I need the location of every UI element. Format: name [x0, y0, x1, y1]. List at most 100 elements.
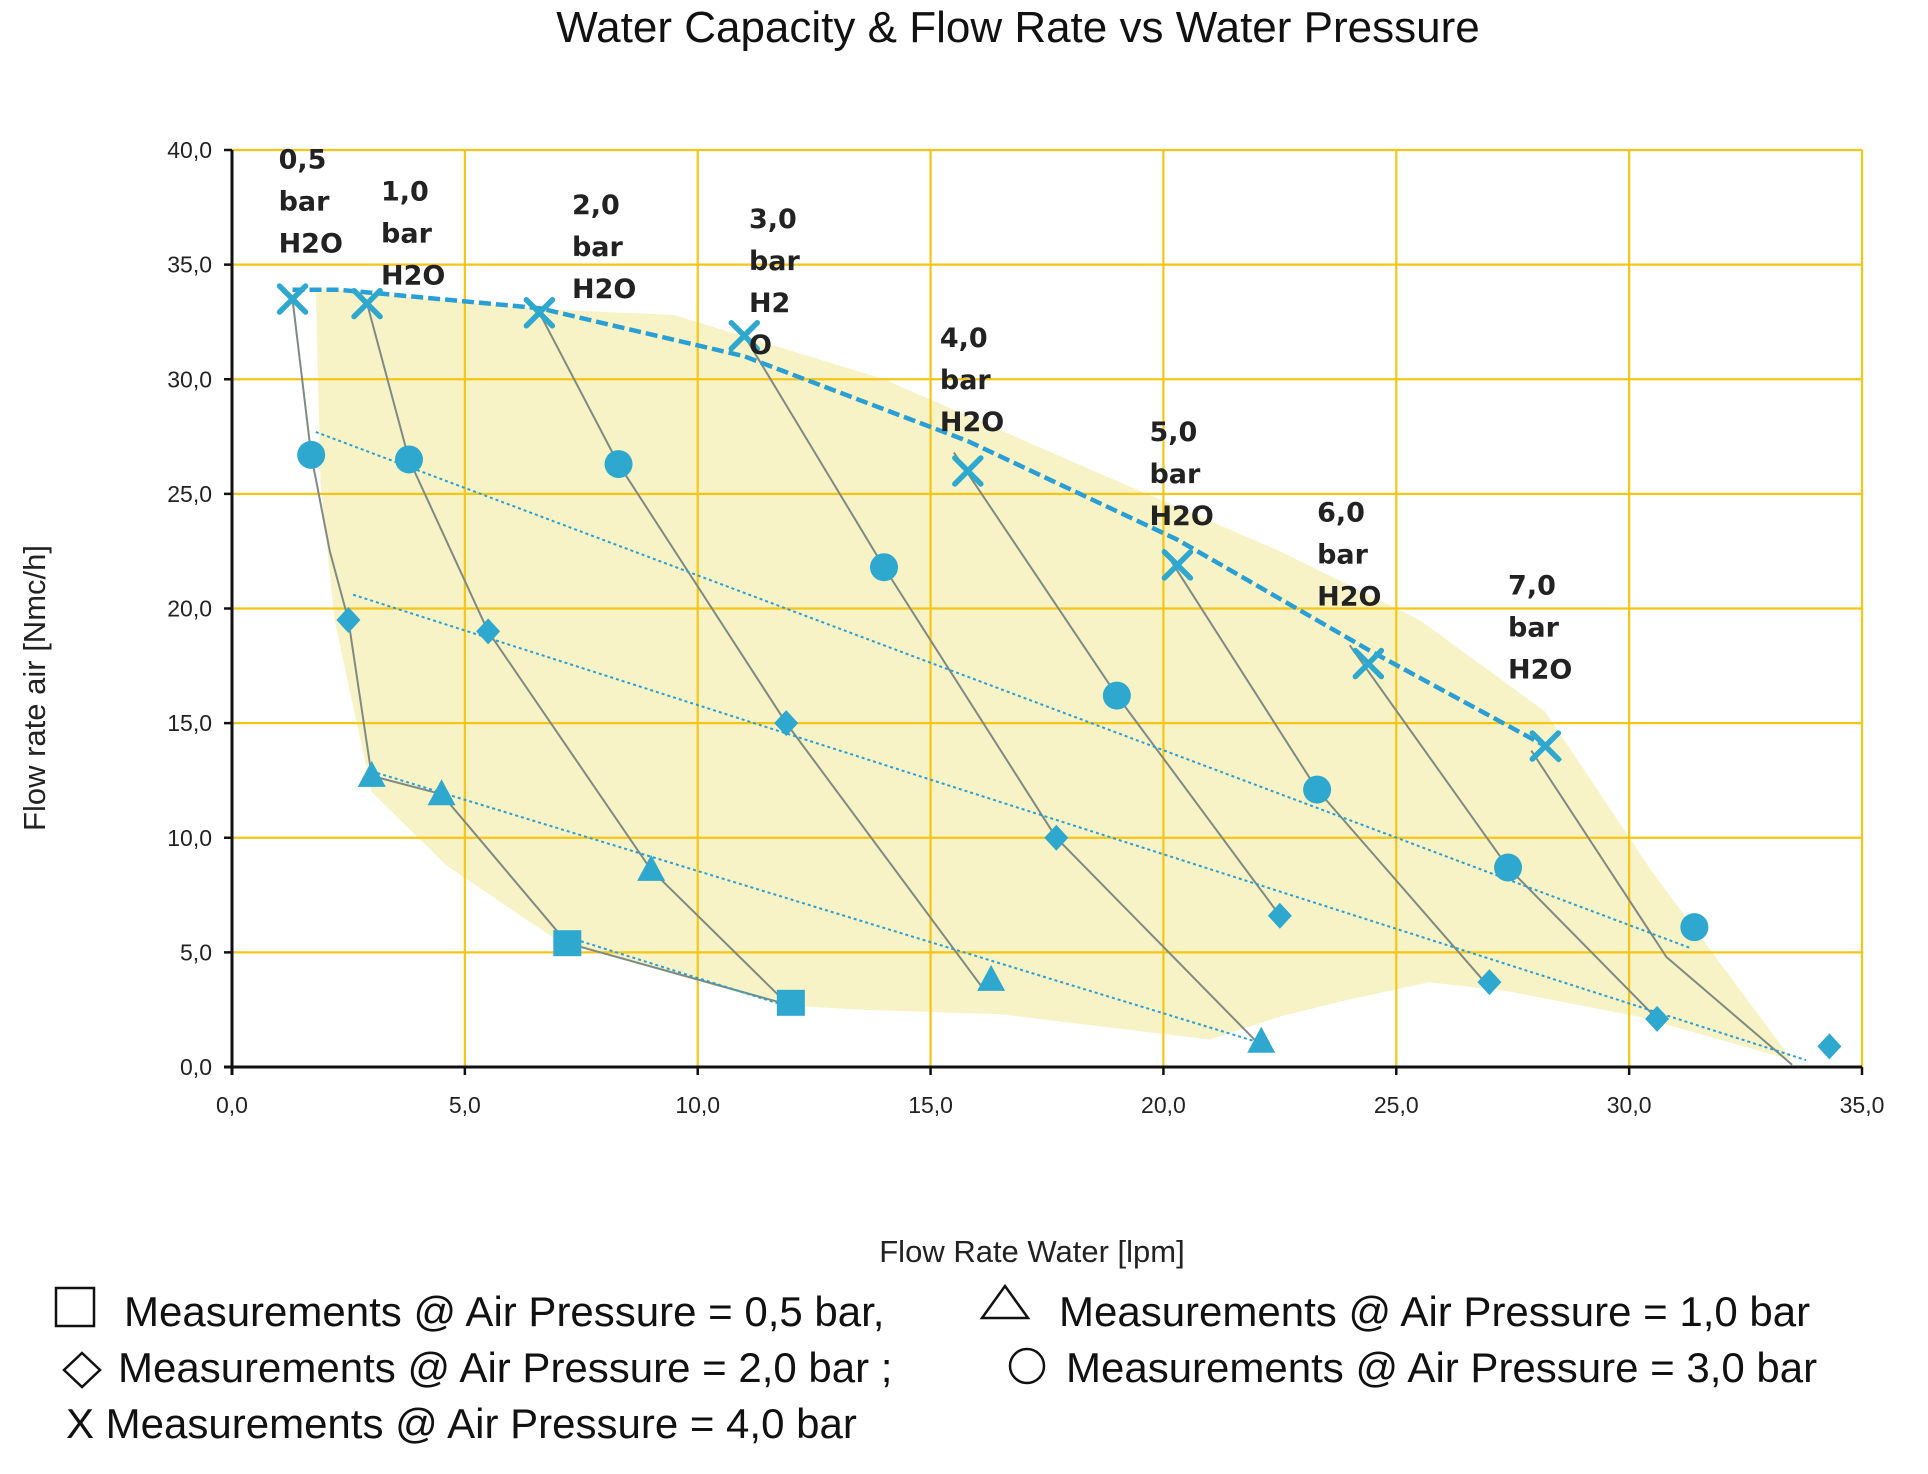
data-markers: [276, 283, 1842, 1060]
legend-entry-3-0-bar: Measurements @ Air Pressure = 3,0 bar: [1066, 1344, 1817, 1391]
water-pressure-label-line: bar: [1317, 539, 1369, 570]
data-point-diamond: [1645, 1005, 1670, 1032]
air-pressure-trend-x: [292, 287, 1566, 766]
water-pressure-label: 4,0 bar H2O: [940, 323, 1004, 438]
data-point-triangle: [1247, 1026, 1276, 1053]
y-tick-label: 30,0: [167, 366, 212, 392]
x-tick-label: 10,0: [675, 1092, 720, 1118]
water-pressure-label: 0,5 bar H2O: [279, 144, 343, 259]
water-pressure-label-line: 4,0: [940, 323, 988, 354]
water-pressure-label-line: bar: [572, 232, 624, 263]
air-pressure-trend-square: [557, 933, 792, 1009]
water-pressure-label-line: H2: [749, 288, 790, 319]
water-pressure-label: 2,0 bar H2O: [572, 190, 636, 305]
air-pressure-trend-lines: [292, 287, 1807, 1062]
y-axis-title: Flow rate air [Nmc/h]: [17, 545, 52, 831]
data-point-circle: [297, 440, 326, 469]
data-point-diamond: [1477, 969, 1502, 996]
water-pressure-label-line: 6,0: [1317, 497, 1365, 528]
data-point-x: [1161, 549, 1194, 581]
y-tick-label: 15,0: [167, 710, 212, 736]
air-pressure-trend-diamond: [352, 593, 1807, 1062]
chart-title: Water Capacity & Flow Rate vs Water Pres…: [556, 3, 1479, 52]
water-pressure-label-line: H2O: [1317, 581, 1381, 612]
data-point-square: [776, 989, 805, 1016]
water-pressure-label-line: bar: [1149, 459, 1201, 490]
axes: [224, 148, 1864, 1075]
data-point-circle: [604, 450, 633, 479]
water-pressure-label-line: bar: [381, 218, 433, 249]
x-tick-label: 30,0: [1607, 1092, 1652, 1118]
water-pressure-label-line: H2O: [1508, 655, 1572, 686]
water-pressure-label-line: 5,0: [1149, 417, 1197, 448]
air-pressure-trend-triangle: [371, 770, 1257, 1043]
data-point-x: [952, 455, 984, 487]
water-pressure-label: 1,0 bar H2O: [381, 176, 445, 291]
data-point-diamond: [1267, 902, 1292, 929]
water-pressure-line: [743, 335, 1258, 1043]
data-point-diamond: [1817, 1033, 1842, 1060]
data-point-x: [523, 297, 556, 329]
air-pressure-trend-circle: [315, 431, 1691, 949]
legend-diamond-icon: [62, 1351, 102, 1389]
water-pressure-label: 7,0 bar H2O: [1508, 571, 1572, 686]
data-point-diamond: [774, 710, 799, 737]
water-pressure-label-line: 1,0: [381, 176, 429, 207]
y-tick-label: 40,0: [167, 137, 212, 163]
water-pressure-label-line: O: [749, 330, 772, 361]
operating-envelope: [315, 287, 1793, 1061]
water-pressure-label-line: 7,0: [1508, 571, 1556, 602]
legend-entry-4-0-bar: X Measurements @ Air Pressure = 4,0 bar: [66, 1400, 857, 1447]
water-pressure-label-line: bar: [279, 186, 331, 217]
data-point-diamond: [336, 606, 361, 633]
legend-entry-1-0-bar: Measurements @ Air Pressure = 1,0 bar: [1059, 1288, 1810, 1335]
data-point-circle: [870, 553, 898, 582]
y-tick-label: 35,0: [167, 252, 212, 278]
envelope-area: [315, 287, 1793, 1061]
legend-square-icon: [54, 1286, 96, 1328]
data-point-x: [276, 283, 309, 315]
x-tick-label: 35,0: [1840, 1092, 1885, 1118]
data-point-diamond: [476, 618, 501, 645]
water-pressure-label-line: bar: [1508, 613, 1560, 644]
water-pressure-label-line: H2O: [381, 260, 445, 291]
x-tick-label: 5,0: [449, 1092, 481, 1118]
data-point-circle: [1303, 775, 1332, 804]
y-tick-label: 10,0: [167, 825, 212, 851]
data-point-x: [728, 319, 761, 352]
y-tick-label: 20,0: [167, 596, 212, 622]
water-pressure-label-line: 0,5: [279, 144, 327, 175]
water-pressure-label-line: H2O: [279, 228, 343, 259]
x-axis-title: Flow Rate Water [lpm]: [879, 1234, 1184, 1269]
data-point-triangle: [977, 964, 1006, 991]
data-point-circle: [1680, 913, 1709, 942]
data-point-triangle: [357, 760, 386, 787]
data-point-x: [351, 287, 383, 320]
x-tick-label: 25,0: [1374, 1092, 1419, 1118]
water-pressure-label-line: bar: [940, 365, 992, 396]
water-pressure-label-line: H2O: [572, 274, 636, 305]
legend-entry-2-0-bar: Measurements @ Air Pressure = 2,0 bar ;: [118, 1344, 892, 1391]
data-point-triangle: [637, 854, 666, 881]
x-tick-label: 15,0: [908, 1092, 953, 1118]
water-pressure-label: 5,0 bar H2O: [1149, 417, 1213, 532]
data-point-triangle: [427, 779, 456, 806]
water-pressure-line: [538, 312, 983, 988]
data-point-diamond: [1044, 824, 1069, 851]
water-pressure-label: 3,0 bar H2 O: [749, 204, 801, 361]
y-tick-label: 0,0: [180, 1054, 212, 1080]
water-pressure-label: 6,0 bar H2O: [1317, 497, 1381, 612]
x-tick-label: 20,0: [1141, 1092, 1186, 1118]
water-pressure-label-line: H2O: [940, 407, 1004, 438]
legend-entry-0-5-bar: Measurements @ Air Pressure = 0,5 bar,: [124, 1288, 884, 1335]
water-pressure-line: [291, 298, 782, 1004]
water-pressure-label-line: 3,0: [749, 204, 797, 235]
data-point-x: [1352, 647, 1385, 680]
y-tick-label: 5,0: [180, 939, 212, 965]
data-point-circle: [394, 445, 423, 474]
legend: Measurements @ Air Pressure = 0,5 bar, M…: [54, 1283, 1817, 1447]
x-tick-label: 0,0: [216, 1092, 248, 1118]
water-pressure-label-line: bar: [749, 246, 801, 277]
